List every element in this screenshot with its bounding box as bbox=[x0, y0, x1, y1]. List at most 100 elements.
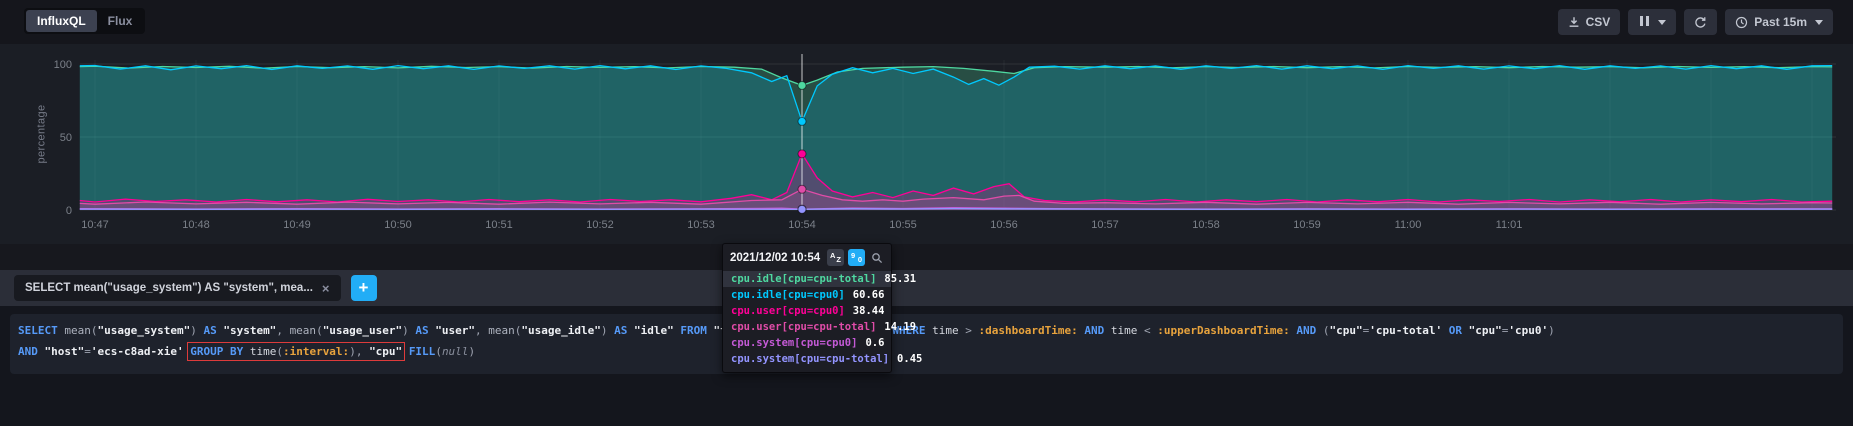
x-tick-label: 11:00 bbox=[1395, 219, 1422, 231]
query-token: AS bbox=[203, 324, 224, 337]
legend-row[interactable]: cpu.system[cpu=cpu-total] 0.45 bbox=[723, 351, 922, 367]
crosshair-dot-3 bbox=[797, 184, 807, 194]
download-icon bbox=[1569, 17, 1579, 27]
time-range-dropdown[interactable]: Past 15m bbox=[1725, 9, 1833, 35]
query-token: GROUP BY bbox=[190, 345, 250, 358]
legend-series-name: cpu.system[cpu=cpu0] bbox=[731, 337, 858, 349]
query-token: :upperDashboardTime: bbox=[1157, 324, 1297, 337]
series-area-1 bbox=[79, 65, 1833, 210]
legend-row[interactable]: cpu.idle[cpu=cpu-total] 85.31 bbox=[723, 271, 916, 287]
legend-row[interactable]: cpu.idle[cpu=cpu0] 60.66 bbox=[723, 287, 891, 303]
refresh-icon bbox=[1695, 16, 1706, 28]
x-tick-label: 10:47 bbox=[81, 219, 109, 231]
query-token: FROM bbox=[680, 324, 714, 337]
x-tick-label: 10:59 bbox=[1293, 219, 1321, 231]
query-token: "usage_system" bbox=[97, 324, 191, 337]
query-editor[interactable]: SELECT mean("usage_system") AS "system",… bbox=[0, 306, 1853, 426]
legend-series-name: cpu.user[cpu=cpu0] bbox=[731, 305, 845, 317]
legend-series-value: 85.31 bbox=[884, 273, 917, 285]
query-token: null bbox=[441, 345, 469, 358]
close-icon[interactable]: × bbox=[321, 280, 330, 296]
legend-series-value: 14.19 bbox=[884, 321, 917, 333]
legend-series-name: cpu.idle[cpu=cpu-total] bbox=[731, 273, 877, 285]
legend-series-name: cpu.idle[cpu=cpu0] bbox=[731, 289, 845, 301]
query-tab-bar: SELECT mean("usage_system") AS "system",… bbox=[0, 270, 1853, 306]
timeseries-chart[interactable]: 0 50 100 10:47 10:48 10:49 10:50 10:51 10:52 10:5… bbox=[0, 44, 1853, 244]
y-tick-label: 0 bbox=[66, 205, 72, 217]
query-token: ( bbox=[276, 345, 283, 358]
refresh-button[interactable] bbox=[1684, 9, 1718, 35]
query-token: mean bbox=[64, 324, 91, 337]
legend-series-value: 60.66 bbox=[852, 289, 885, 301]
query-token: time bbox=[1110, 324, 1145, 337]
series-line-1 bbox=[79, 64, 1833, 124]
query-token: 'cpu-total' bbox=[1369, 324, 1449, 337]
query-token: "user" bbox=[435, 324, 476, 337]
legend-series-value: 0.45 bbox=[897, 353, 923, 365]
query-tab-label: SELECT mean("usage_system") AS "system",… bbox=[25, 282, 313, 294]
query-token: < bbox=[1144, 324, 1158, 337]
query-token: > bbox=[965, 324, 979, 337]
query-token: time bbox=[249, 345, 277, 358]
topbar: InfluxQL Flux CSV bbox=[0, 0, 1853, 44]
series-line-5 bbox=[79, 207, 1833, 210]
query-token: AND bbox=[1084, 324, 1111, 337]
pause-button[interactable] bbox=[1628, 9, 1677, 35]
annotation-box: GROUP BY time(:interval:), "cpu" bbox=[187, 342, 406, 361]
legend-row[interactable]: cpu.user[cpu=cpu-total] 14.19 bbox=[723, 319, 916, 335]
crosshair-dot-2 bbox=[797, 149, 807, 159]
crosshair-dot-5 bbox=[797, 204, 807, 214]
legend-row[interactable]: cpu.system[cpu=cpu0] 0.6 bbox=[723, 335, 891, 351]
query-token: "host" bbox=[44, 345, 85, 358]
query-token: 'ecs-c8ad-xie' bbox=[90, 345, 191, 358]
x-tick-label: 11:01 bbox=[1496, 219, 1523, 231]
query-token: SELECT bbox=[18, 324, 65, 337]
query-token: AND bbox=[18, 345, 45, 358]
series-line-0 bbox=[79, 65, 1833, 87]
hover-timestamp: 2021/12/02 10:54 bbox=[730, 251, 821, 264]
query-token: mean bbox=[488, 324, 515, 337]
chevron-down-icon bbox=[1658, 19, 1667, 25]
query-token: "idle" bbox=[634, 324, 681, 337]
query-token: OR bbox=[1448, 324, 1469, 337]
x-tick-label: 10:53 bbox=[687, 219, 715, 231]
y-tick-label: 50 bbox=[60, 132, 72, 144]
chart-area[interactable]: 0 50 100 10:47 10:48 10:49 10:50 10:51 10:52 10:5… bbox=[0, 44, 1853, 244]
x-tick-label: 10:50 bbox=[384, 219, 412, 231]
legend-row[interactable]: cpu.user[cpu=cpu0] 38.44 bbox=[723, 303, 891, 319]
x-tick-label: 10:55 bbox=[889, 219, 917, 231]
csv-download-button[interactable]: CSV bbox=[1557, 9, 1621, 35]
query-token: ( bbox=[1322, 324, 1330, 337]
tab-flux[interactable]: Flux bbox=[97, 10, 144, 32]
query-line: AND "host"='ecs-c8ad-xie' GROUP BY time(… bbox=[18, 341, 1835, 362]
clock-icon bbox=[1736, 16, 1748, 28]
query-token: ) bbox=[468, 345, 476, 358]
query-code[interactable]: SELECT mean("usage_system") AS "system",… bbox=[10, 314, 1843, 374]
x-tick-label: 10:56 bbox=[990, 219, 1018, 231]
query-token: ( bbox=[316, 324, 323, 337]
query-token: "cpu" bbox=[1329, 324, 1363, 337]
query-token: "cpu" bbox=[1468, 324, 1502, 337]
query-tab[interactable]: SELECT mean("usage_system") AS "system",… bbox=[14, 275, 341, 301]
query-token: = bbox=[84, 345, 91, 358]
hover-legend-rows: cpu.idle[cpu=cpu-total] 85.31 cpu.idle[cpu… bbox=[723, 270, 922, 368]
query-token: :dashboardTime: bbox=[978, 324, 1085, 337]
add-query-button[interactable]: + bbox=[350, 275, 377, 301]
query-token: = bbox=[1362, 324, 1370, 337]
query-token: 'cpu0' bbox=[1508, 324, 1549, 337]
query-token: mean bbox=[289, 324, 317, 337]
tab-influxql[interactable]: InfluxQL bbox=[26, 10, 97, 32]
query-token: time bbox=[932, 324, 966, 337]
query-token: "usage_user" bbox=[322, 324, 403, 337]
language-toggle: InfluxQL Flux bbox=[24, 8, 146, 34]
pause-icon bbox=[1638, 15, 1650, 29]
query-token: , bbox=[276, 324, 290, 337]
series-area-0 bbox=[79, 66, 1833, 210]
search-icon[interactable] bbox=[869, 249, 885, 266]
legend-series-value: 38.44 bbox=[852, 305, 885, 317]
query-token: ) bbox=[402, 324, 416, 337]
